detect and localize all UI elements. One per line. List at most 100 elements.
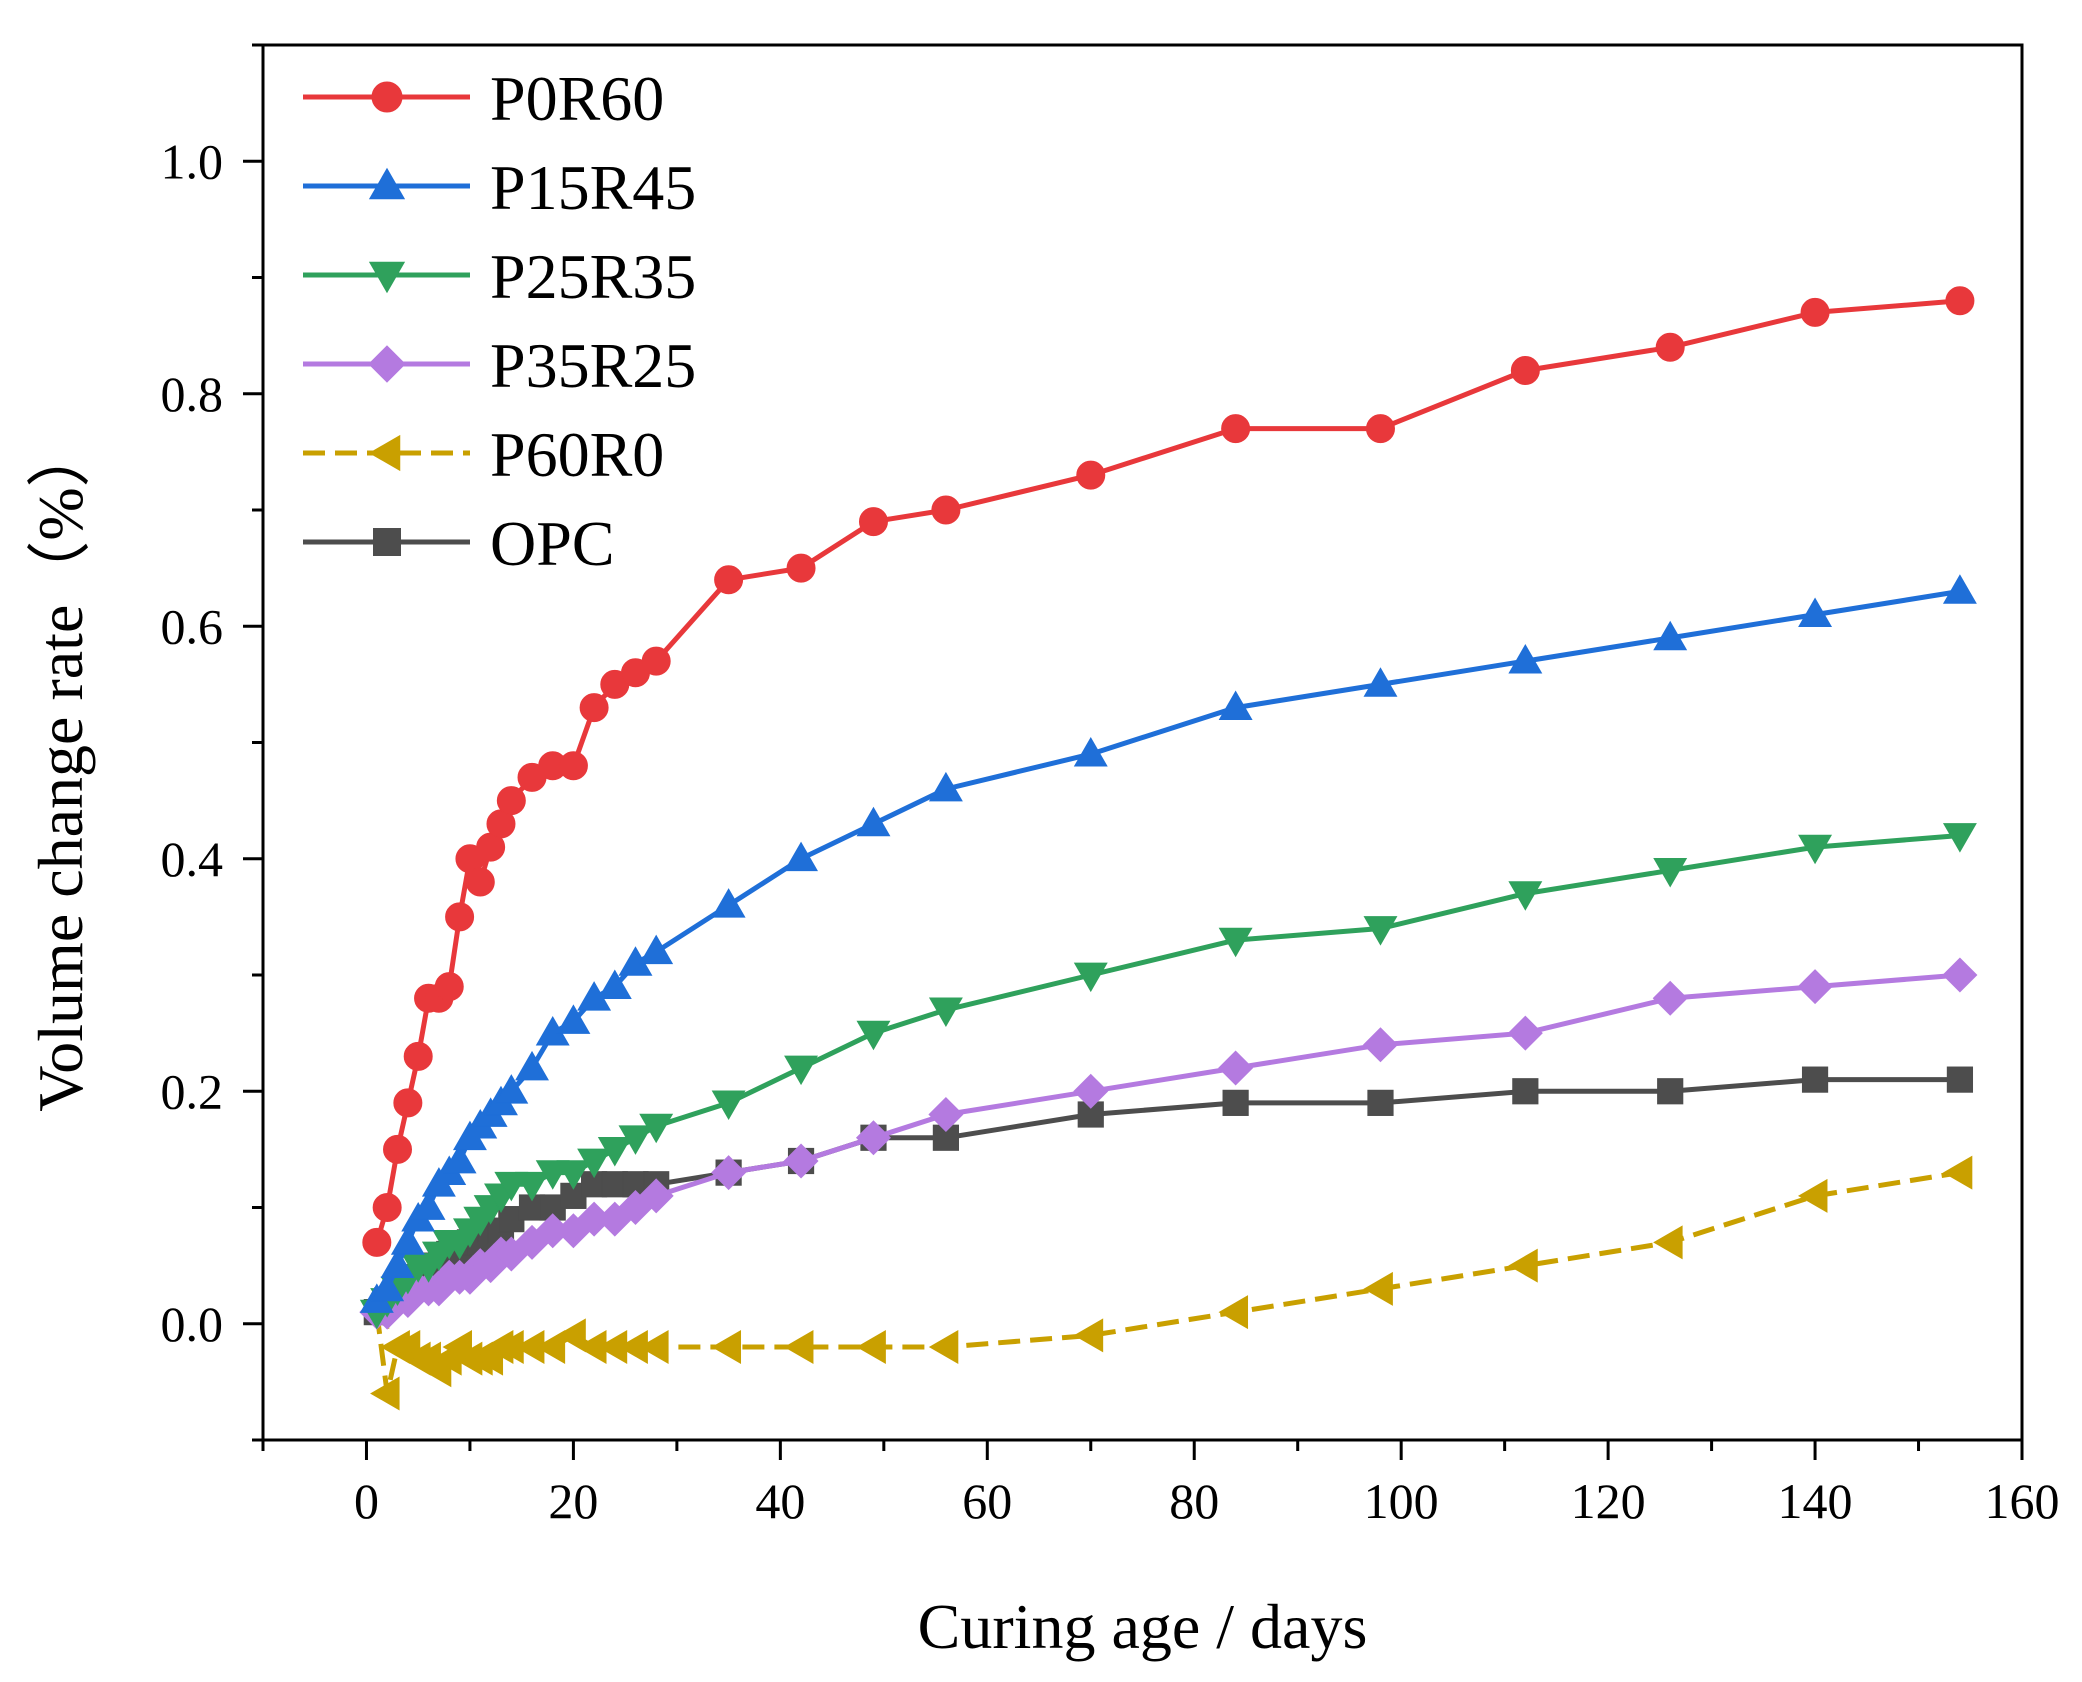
y-tick-label: 0.8 [161,366,224,422]
plot-frame [261,43,2024,1442]
point-p15r45 [928,771,963,802]
data-series [359,286,1978,1411]
point-p25r35 [1218,927,1253,958]
point-opc [1367,1089,1394,1116]
point-p0r60 [496,786,526,816]
legend-item-p60r0: P60R0 [303,419,664,490]
legend-marker-opc [373,528,401,556]
point-p35r25 [1652,980,1688,1016]
point-p60r0 [928,1330,959,1364]
point-p25r35 [556,1160,591,1190]
legend-marker-p15r45 [368,167,406,200]
point-p35r25 [928,1096,964,1133]
y-tick-label: 0.6 [161,598,224,654]
legend-label-p15r45: P15R45 [490,152,696,223]
point-p25r35 [928,997,963,1027]
point-p25r35 [577,1148,612,1179]
x-tick-label: 20 [548,1473,598,1529]
point-p15r45 [1363,667,1398,697]
point-opc [1801,1066,1829,1093]
point-p35r25 [638,1178,674,1214]
point-p0r60 [558,751,588,781]
point-p35r25 [1362,1027,1398,1063]
legend-label-p0r60: P0R60 [490,63,664,134]
x-tick-label: 80 [1169,1473,1219,1529]
point-p15r45 [1653,620,1688,651]
series-p35r25 [359,957,1978,1330]
point-p15r45 [442,1143,477,1174]
point-p15r45 [856,806,891,837]
point-p0r60 [1800,297,1830,327]
point-p60r0 [711,1330,742,1364]
point-p15r45 [411,1190,446,1220]
point-p0r60 [579,693,609,723]
point-opc [1946,1066,1974,1093]
point-p15r45 [784,841,819,872]
point-p15r45 [494,1074,529,1104]
legend-marker-p25r35 [368,261,406,294]
point-p60r0 [556,1318,586,1353]
x-tick-label: 140 [1778,1473,1853,1529]
point-p0r60 [1076,460,1106,490]
point-p35r25 [783,1143,819,1179]
point-p0r60 [1655,332,1685,362]
point-p0r60 [1365,414,1395,444]
axis-labels: Curing age / days Volume change rate（%） [25,423,1367,1662]
point-p15r45 [1073,737,1108,767]
point-p25r35 [711,1090,746,1120]
legend-marker-p0r60 [371,81,403,113]
point-p0r60 [1945,286,1975,316]
point-p0r60 [714,565,744,595]
point-p25r35 [1508,881,1543,911]
point-p60r0 [370,1376,400,1411]
series-p60r0 [359,1155,1973,1411]
legend-item-p35r25: P35R25 [303,330,696,401]
point-p0r60 [1221,414,1251,444]
x-tick-label: 60 [962,1473,1012,1529]
point-p0r60 [858,507,888,537]
point-p25r35 [1073,962,1108,993]
point-p35r25 [1218,1050,1254,1086]
point-p15r45 [390,1225,425,1255]
legend-item-p0r60: P0R60 [303,63,664,134]
point-p60r0 [1073,1318,1104,1353]
x-axis-title: Curing age / days [918,1591,1368,1662]
point-p60r0 [1653,1225,1683,1260]
point-p60r0 [1218,1295,1249,1330]
y-axis-title: Volume change rate（%） [25,423,96,1111]
point-p0r60 [403,1041,433,1071]
legend-label-p25r35: P25R35 [490,241,696,312]
point-p15r45 [711,888,746,918]
point-p0r60 [372,1193,402,1222]
point-p25r35 [639,1113,674,1144]
point-opc [1512,1078,1539,1105]
legend-label-p35r25: P35R25 [490,330,696,401]
point-p60r0 [1942,1155,1973,1190]
point-p15r45 [1798,597,1833,628]
series-line-p25r35 [374,833,1961,1314]
point-p25r35 [1798,834,1833,865]
point-p15r45 [556,1004,591,1034]
point-p25r35 [856,1020,891,1051]
point-p60r0 [1363,1271,1393,1306]
legend-marker-p35r25 [368,345,406,383]
legend: P0R60 P15R45 P25R35 P35R25 P60R0 OPC [303,63,696,579]
point-p35r25 [711,1155,747,1191]
point-p35r25 [1942,957,1978,993]
legend-item-p25r35: P25R35 [303,241,696,312]
point-p15r45 [515,1050,549,1081]
point-p15r45 [639,934,674,965]
point-p25r35 [1363,916,1398,946]
point-p15r45 [370,1271,405,1302]
y-tick-label: 1.0 [161,133,224,189]
point-p15r45 [1942,574,1977,604]
x-tick-label: 0 [354,1473,379,1529]
series-p25r35 [359,823,1977,1330]
point-opc [1222,1089,1249,1116]
point-p60r0 [783,1330,814,1364]
point-p35r25 [1797,969,1833,1005]
point-p25r35 [515,1171,549,1202]
point-p35r25 [1507,1015,1543,1051]
legend-label-opc: OPC [490,508,615,579]
point-p60r0 [639,1330,669,1364]
